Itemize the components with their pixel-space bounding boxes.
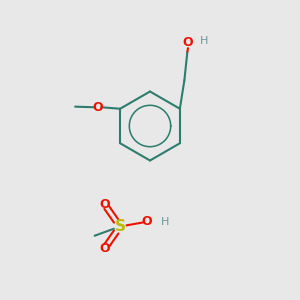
Text: S: S [115, 219, 125, 234]
Text: O: O [99, 242, 110, 255]
Text: O: O [183, 36, 193, 49]
Text: H: H [200, 36, 209, 46]
Text: O: O [141, 215, 152, 228]
Text: O: O [92, 101, 103, 114]
Text: H: H [160, 217, 169, 227]
Text: O: O [99, 198, 110, 211]
